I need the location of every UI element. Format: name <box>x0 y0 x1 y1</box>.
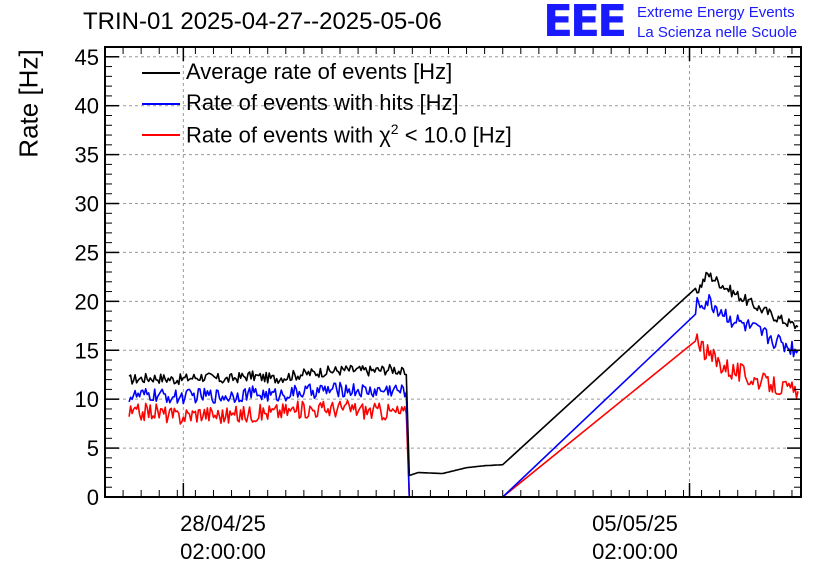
logo-text-line2: La Scienza nelle Scuole <box>637 24 798 41</box>
x-tick-label-1: 28/04/25 02:00:00 <box>148 510 298 566</box>
y-tick-label: 10 <box>75 387 99 412</box>
series-line <box>128 333 799 498</box>
chart-title: TRIN-01 2025-04-27--2025-05-06 <box>83 8 442 35</box>
x-tick-time: 02:00:00 <box>180 539 266 564</box>
y-tick-label: 30 <box>75 192 99 217</box>
legend-entry-average: Average rate of events [Hz] <box>186 59 453 84</box>
series-line <box>128 271 799 477</box>
x-tick-date: 05/05/25 <box>592 511 678 536</box>
x-tick-time: 02:00:00 <box>592 539 678 564</box>
legend-chi2-suffix: < 10.0 [Hz] <box>398 122 512 148</box>
y-tick-label: 20 <box>75 289 99 314</box>
legend-chi-symbol: χ <box>379 122 391 148</box>
y-tick-label: 45 <box>75 45 99 70</box>
y-tick-label: 0 <box>87 485 99 510</box>
eee-logo-mark: EEE <box>543 0 627 47</box>
x-tick-date: 28/04/25 <box>180 511 266 536</box>
x-tick-label-2: 05/05/25 02:00:00 <box>560 510 710 566</box>
y-tick-label: 5 <box>87 436 99 461</box>
series-layer <box>128 271 799 498</box>
legend-chi2-superscript: 2 <box>390 121 399 137</box>
y-tick-label: 25 <box>75 240 99 265</box>
y-tick-label: 35 <box>75 143 99 168</box>
logo-text-line1: Extreme Energy Events <box>637 4 795 21</box>
y-axis-label: Rate [Hz] <box>13 49 44 158</box>
legend-entry-hits: Rate of events with hits [Hz] <box>186 90 459 115</box>
series-line <box>128 293 799 498</box>
legend-entry-chi2: Rate of events with χ2 < 10.0 [Hz] <box>186 121 512 148</box>
y-tick-label: 15 <box>75 338 99 363</box>
legend-swatches <box>142 72 180 136</box>
axis-ticks: 0 5 10 15 20 25 30 35 40 45 <box>75 45 801 510</box>
legend-chi2-prefix: Rate of events with <box>186 122 380 148</box>
y-tick-label: 40 <box>75 94 99 119</box>
